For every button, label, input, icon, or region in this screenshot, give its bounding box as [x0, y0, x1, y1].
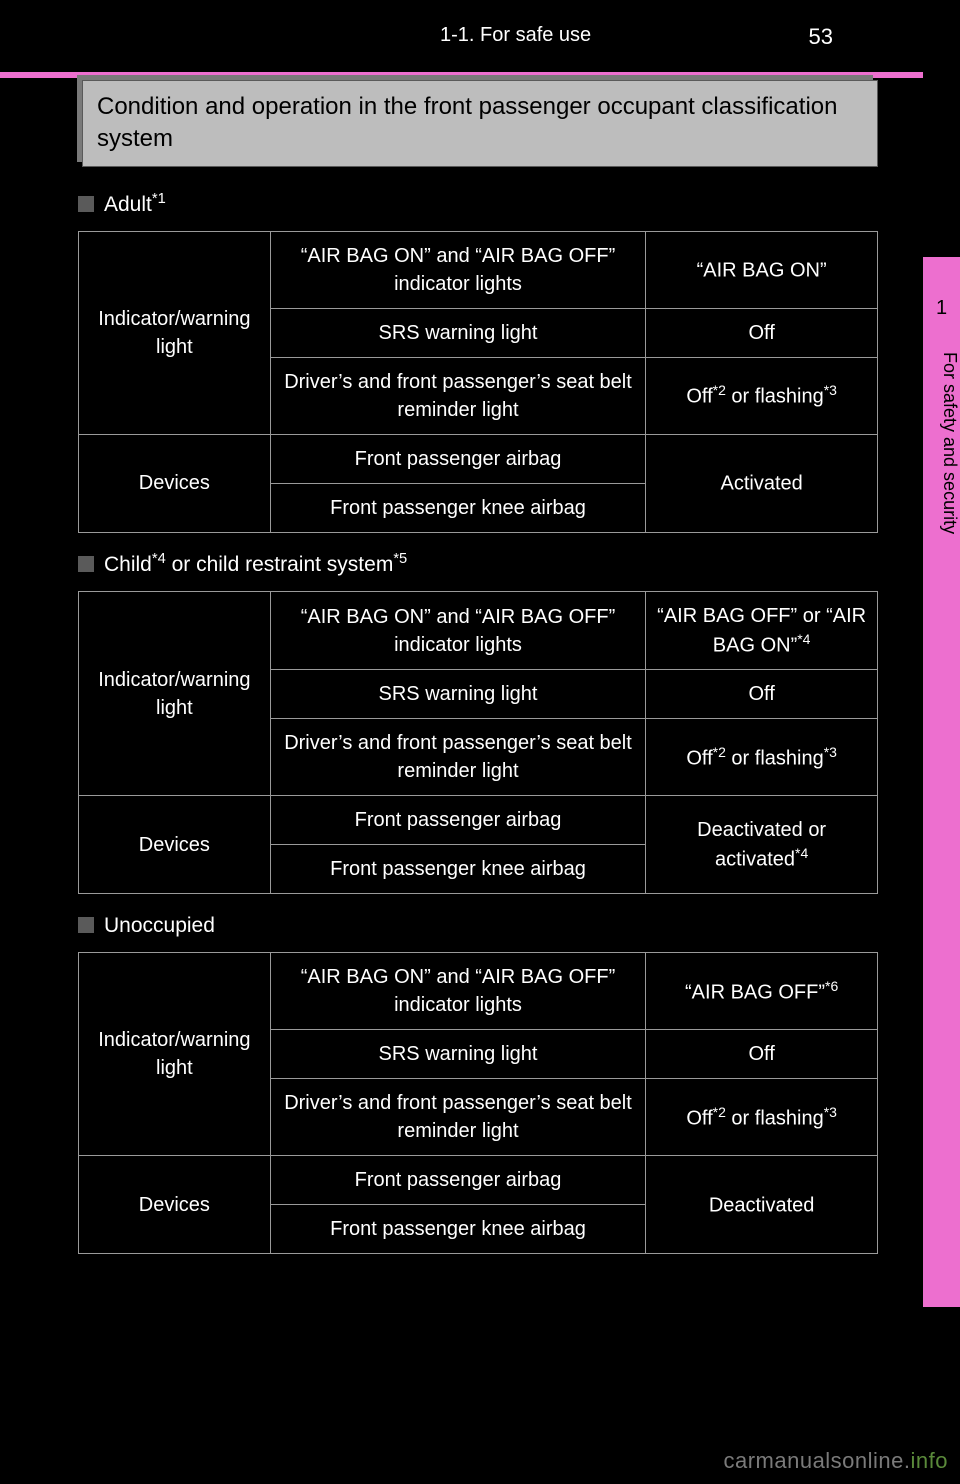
cell-device-value: Deactivated: [646, 1156, 878, 1254]
cell-indicator-label: Indicator/warning light: [79, 231, 271, 434]
cell-airbag-label: “AIR BAG ON” and “AIR BAG OFF” indicator…: [270, 591, 646, 670]
cell-indicator-label: Indicator/warning light: [79, 591, 271, 796]
tab-number: 1: [931, 297, 952, 320]
watermark-part1: carmanualsonline.: [723, 1448, 910, 1473]
cell-indicator-label: Indicator/warning light: [79, 953, 271, 1156]
watermark: carmanualsonline.info: [723, 1448, 948, 1474]
section-heading-box: Condition and operation in the front pas…: [82, 80, 878, 167]
section-heading: Condition and operation in the front pas…: [97, 91, 863, 156]
cell-airbag-value: “AIR BAG ON”: [646, 231, 878, 308]
cell-device-value: Activated: [646, 434, 878, 532]
cell-devices-label: Devices: [79, 1156, 271, 1254]
content-area: Condition and operation in the front pas…: [78, 80, 878, 1264]
bullet-icon: [78, 196, 94, 212]
cell-srs-label: SRS warning light: [270, 308, 646, 357]
cell-airbag-label: “AIR BAG ON” and “AIR BAG OFF” indicator…: [270, 231, 646, 308]
subhead-sup: *1: [152, 191, 166, 207]
page-number: 53: [809, 24, 833, 50]
watermark-part2: info: [911, 1448, 948, 1473]
tab-label: For safety and security: [923, 352, 960, 534]
cell-belt-label: Driver’s and front passenger’s seat belt…: [270, 719, 646, 796]
cell-airbag-value: “AIR BAG OFF” or “AIR BAG ON”*4: [646, 591, 878, 670]
cell-fp-airbag-label: Front passenger airbag: [270, 1156, 646, 1205]
subhead-text: Adult*1: [104, 191, 166, 217]
subhead-text: Unoccupied: [104, 912, 215, 938]
subhead-text: Child*4 or child restraint system*5: [104, 551, 407, 577]
cell-belt-value: Off*2 or flashing*3: [646, 1079, 878, 1156]
cell-belt-value: Off*2 or flashing*3: [646, 719, 878, 796]
cell-belt-label: Driver’s and front passenger’s seat belt…: [270, 357, 646, 434]
cell-fp-airbag-label: Front passenger airbag: [270, 434, 646, 483]
cell-airbag-value: “AIR BAG OFF”*6: [646, 953, 878, 1030]
cell-knee-label: Front passenger knee airbag: [270, 1205, 646, 1254]
cell-belt-value: Off*2 or flashing*3: [646, 357, 878, 434]
subhead-sup2: *5: [393, 551, 407, 567]
cell-airbag-label: “AIR BAG ON” and “AIR BAG OFF” indicator…: [270, 953, 646, 1030]
table-adult: Indicator/warning light “AIR BAG ON” and…: [78, 231, 878, 533]
cell-devices-label: Devices: [79, 434, 271, 532]
subhead-child: Child*4 or child restraint system*5: [78, 551, 878, 577]
cell-belt-label: Driver’s and front passenger’s seat belt…: [270, 1079, 646, 1156]
cell-device-value: Deactivated or activated*4: [646, 796, 878, 894]
header-divider: [0, 72, 923, 78]
page-background: 53 1-1. For safe use Condition and opera…: [0, 0, 923, 1484]
table-child: Indicator/warning light “AIR BAG ON” and…: [78, 591, 878, 895]
subhead-title: Unoccupied: [104, 914, 215, 937]
subhead-unoccupied: Unoccupied: [78, 912, 878, 938]
cell-knee-label: Front passenger knee airbag: [270, 483, 646, 532]
bullet-icon: [78, 917, 94, 933]
cell-srs-label: SRS warning light: [270, 670, 646, 719]
chapter-title: 1-1. For safe use: [440, 24, 591, 47]
side-tab: 1 For safety and security: [923, 257, 960, 1307]
subhead-suffix: or child restraint system: [166, 553, 394, 576]
subhead-adult: Adult*1: [78, 191, 878, 217]
cell-fp-airbag-label: Front passenger airbag: [270, 796, 646, 845]
table-unoccupied: Indicator/warning light “AIR BAG ON” and…: [78, 952, 878, 1254]
subhead-title: Adult: [104, 193, 152, 216]
cell-srs-value: Off: [646, 1030, 878, 1079]
cell-devices-label: Devices: [79, 796, 271, 894]
subhead-sup: *4: [152, 551, 166, 567]
bullet-icon: [78, 556, 94, 572]
cell-srs-value: Off: [646, 308, 878, 357]
cell-knee-label: Front passenger knee airbag: [270, 845, 646, 894]
cell-srs-label: SRS warning light: [270, 1030, 646, 1079]
cell-srs-value: Off: [646, 670, 878, 719]
subhead-title: Child: [104, 553, 152, 576]
